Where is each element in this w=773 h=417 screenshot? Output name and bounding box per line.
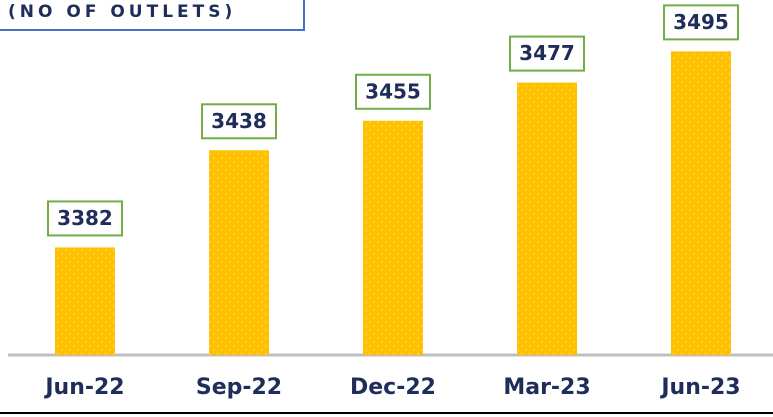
value-label: 3495: [673, 10, 729, 34]
value-label-box: [355, 73, 431, 110]
value-label: 3382: [57, 206, 113, 230]
bar-texture: [517, 82, 577, 355]
value-label-box: [47, 200, 123, 237]
x-tick-label: Sep-22: [196, 375, 282, 400]
value-label-box: [201, 103, 277, 140]
value-label-box: [509, 35, 585, 72]
x-tick-label: Jun-22: [43, 375, 124, 400]
value-label: 3455: [365, 79, 421, 103]
value-label: 3477: [519, 41, 575, 65]
chart-title: (NO OF OUTLETS): [8, 2, 236, 22]
title-box: [0, 0, 305, 31]
x-tick-label: Jun-23: [659, 375, 740, 400]
value-label: 3438: [211, 109, 267, 133]
value-label-box: [663, 4, 739, 41]
bar-texture: [55, 247, 115, 355]
x-tick-label: Mar-23: [503, 375, 590, 400]
x-tick-label: Dec-22: [350, 375, 436, 400]
bar-texture: [671, 51, 731, 355]
bar-texture: [209, 150, 269, 355]
bar-texture: [363, 120, 423, 356]
